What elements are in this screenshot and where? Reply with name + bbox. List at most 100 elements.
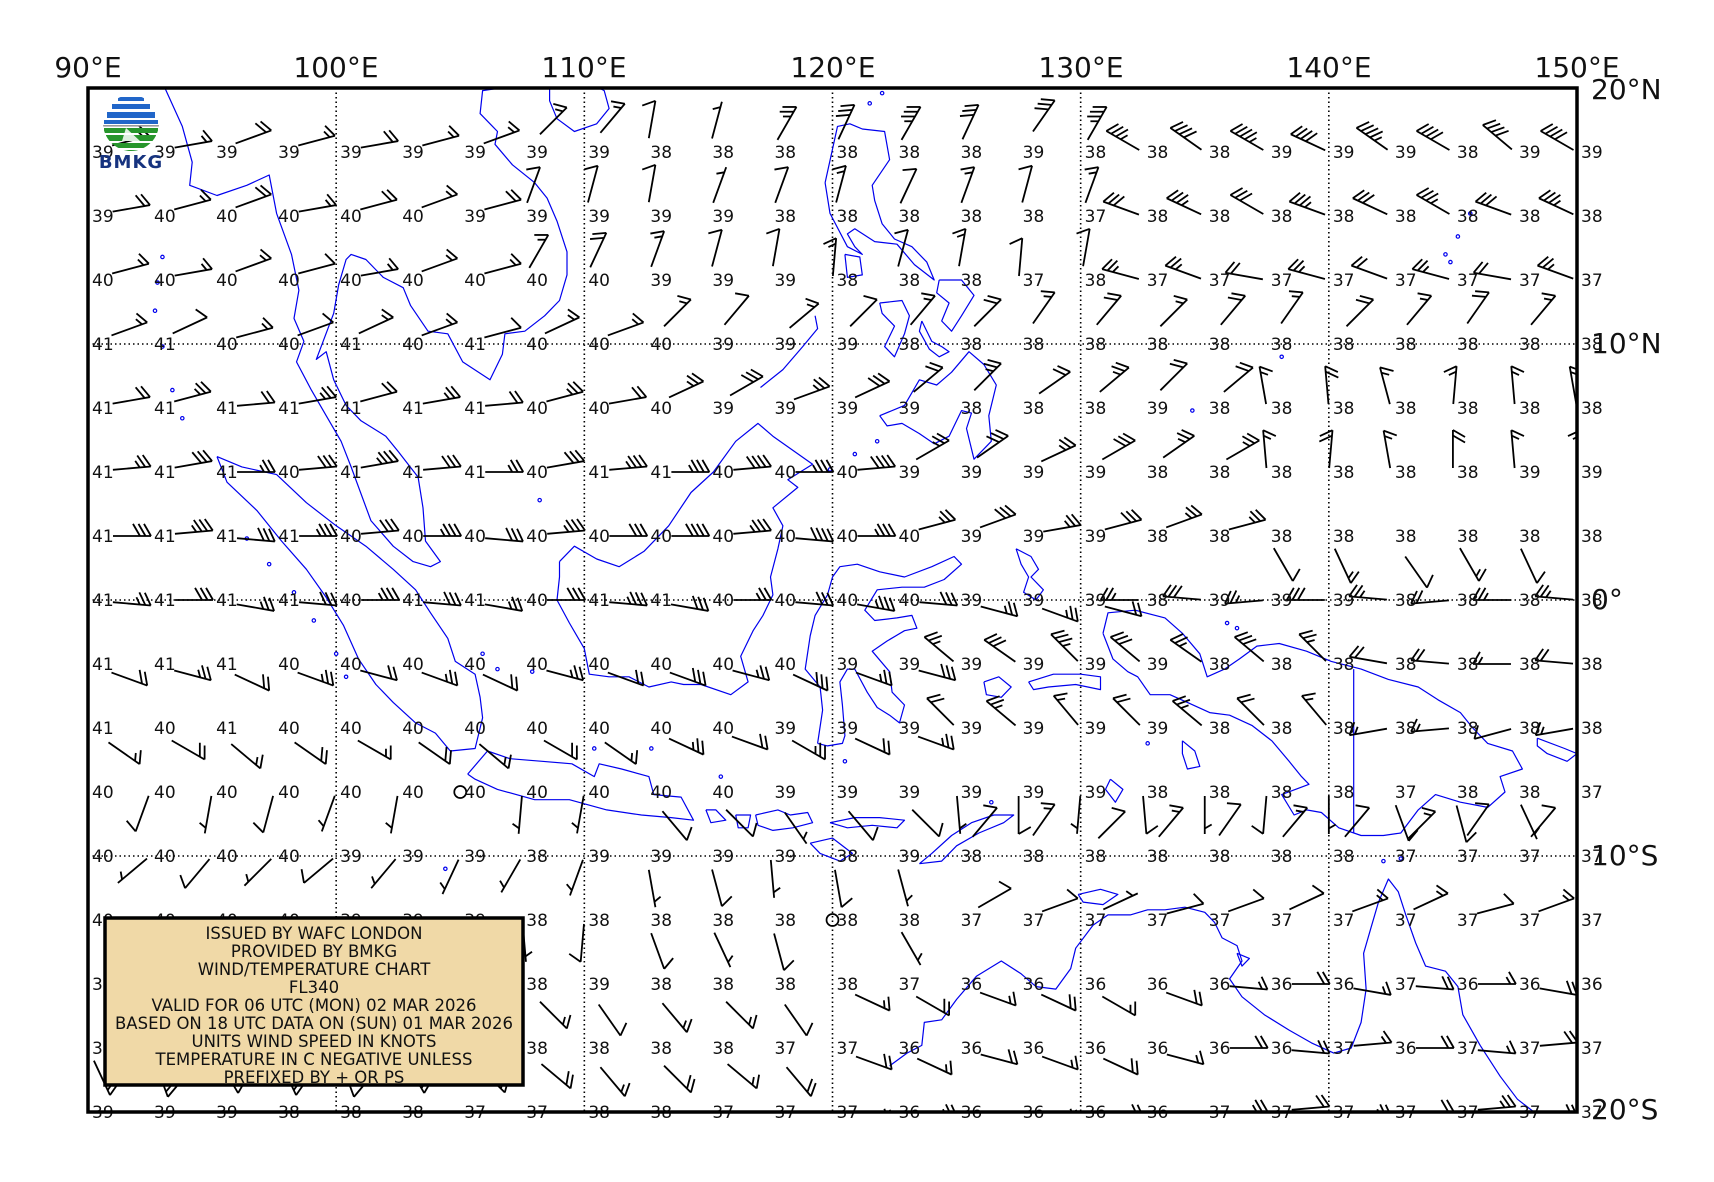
coastline xyxy=(879,351,997,460)
wind-barb-feather xyxy=(1130,509,1143,521)
temperature-label: 40 xyxy=(340,783,362,803)
temperature-label: 40 xyxy=(216,783,238,803)
wind-barb-feather xyxy=(135,312,148,324)
temperature-label: 38 xyxy=(526,911,548,931)
wind-barb-feather xyxy=(1425,192,1439,202)
wind-barb-feather xyxy=(510,189,522,201)
wind-barb-feather xyxy=(1169,633,1184,641)
temperature-label: 36 xyxy=(1333,975,1355,995)
wind-barb-feather xyxy=(443,591,451,605)
temperature-label: 38 xyxy=(1085,847,1107,867)
wind-barb-feather xyxy=(875,455,886,468)
temperature-label: 38 xyxy=(1147,783,1169,803)
wind-barb-feather xyxy=(1012,991,1017,1006)
wind-barb-feather xyxy=(1534,721,1542,736)
wind-barb-half-feather xyxy=(1483,592,1489,601)
temperature-label: 38 xyxy=(961,399,983,419)
wind-barb-feather xyxy=(191,451,202,464)
wind-barb-feather xyxy=(1415,590,1424,604)
temperature-label: 37 xyxy=(1333,271,1355,291)
wind-barb-feather xyxy=(1539,584,1550,598)
wind-barb-feather xyxy=(1292,260,1305,272)
wind-barb-feather xyxy=(939,591,948,605)
temperature-label: 38 xyxy=(1457,143,1479,163)
wind-barb-feather xyxy=(194,587,203,601)
island-dot xyxy=(1381,858,1386,864)
wind-barb-feather xyxy=(992,639,1007,648)
wind-barb-feather xyxy=(1322,1040,1331,1054)
wind-barb-feather xyxy=(1317,1039,1325,1054)
temperature-label: 41 xyxy=(402,399,424,419)
temperature-label: 39 xyxy=(712,335,734,355)
temperature-label: 38 xyxy=(1395,207,1417,227)
wind-barb-feather xyxy=(138,253,150,265)
wind-barb-half-feather xyxy=(376,457,383,465)
wind-barb-feather xyxy=(1229,590,1238,604)
wind-barb-staff xyxy=(172,316,208,335)
wind-barb-staff xyxy=(262,795,274,833)
coastline xyxy=(1104,778,1124,803)
wind-barb-feather xyxy=(1164,255,1177,267)
wind-barb-feather xyxy=(138,669,143,684)
wind-barb-half-feather xyxy=(1249,137,1257,143)
wind-barb-half-feather xyxy=(323,130,331,138)
coastline xyxy=(705,809,727,824)
temperature-label: 38 xyxy=(1085,335,1107,355)
wind-barb-feather xyxy=(1421,806,1436,813)
wind-barb-staff xyxy=(1530,807,1557,838)
wind-barb-half-feather xyxy=(1178,642,1187,648)
wind-barb-feather xyxy=(321,386,332,399)
wind-barb-staff xyxy=(303,857,334,884)
wind-barb-feather xyxy=(1251,825,1264,835)
temperature-label: 40 xyxy=(774,591,796,611)
temperature-label: 39 xyxy=(774,335,796,355)
wind-barb-half-feather xyxy=(836,170,845,175)
wind-barb-feather xyxy=(1565,980,1573,995)
wind-barb-feather xyxy=(563,451,575,464)
temperature-label: 37 xyxy=(1209,271,1231,291)
temperature-label: 41 xyxy=(588,591,610,611)
wind-barb-feather xyxy=(200,381,212,393)
island-dot xyxy=(333,651,339,657)
temperature-label: 40 xyxy=(278,335,300,355)
wind-barb-feather xyxy=(1162,584,1172,597)
wind-barb-feather xyxy=(756,519,767,532)
wind-barb-feather xyxy=(994,508,1007,519)
wind-barb-feather xyxy=(1262,429,1277,437)
temperature-label: 39 xyxy=(588,207,610,227)
wind-barb-feather xyxy=(1190,504,1203,516)
wind-barb-staff xyxy=(134,795,150,832)
coastline xyxy=(760,315,819,388)
wind-barb-half-feather xyxy=(1477,656,1484,665)
wind-barb-feather xyxy=(1069,605,1074,620)
temperature-label: 39 xyxy=(774,783,796,803)
temperature-label: 41 xyxy=(92,591,114,611)
wind-barb-feather xyxy=(134,194,146,207)
calm-circle xyxy=(825,913,840,927)
temperature-label: 40 xyxy=(650,399,672,419)
island-dot xyxy=(874,438,880,444)
wind-barb-feather xyxy=(1116,697,1131,704)
temperature-label: 39 xyxy=(402,143,424,163)
coastline xyxy=(1077,888,1119,906)
wind-barb-feather xyxy=(745,455,756,469)
lon-label: 140°E xyxy=(1286,51,1371,84)
wind-barb-feather xyxy=(628,523,638,537)
wind-barb-feather xyxy=(144,592,152,606)
wind-barb-feather xyxy=(383,450,394,463)
wind-barb-staff xyxy=(772,228,781,267)
temperature-label: 40 xyxy=(402,335,424,355)
wind-barb-half-feather xyxy=(1376,894,1384,902)
temperature-label: 39 xyxy=(1085,527,1107,547)
wind-barb-feather xyxy=(1420,125,1434,135)
wind-barb-half-feather xyxy=(1304,201,1312,208)
wind-barb-feather xyxy=(454,671,459,686)
temperature-label: 38 xyxy=(1147,847,1169,867)
temperature-label: 36 xyxy=(1023,1039,1045,1059)
wind-barb-half-feather xyxy=(985,368,994,373)
wind-barb-half-feather xyxy=(1175,263,1183,271)
wind-barb-feather xyxy=(1539,648,1550,662)
wind-barb-feather xyxy=(1169,804,1184,809)
island-dot xyxy=(649,746,654,751)
